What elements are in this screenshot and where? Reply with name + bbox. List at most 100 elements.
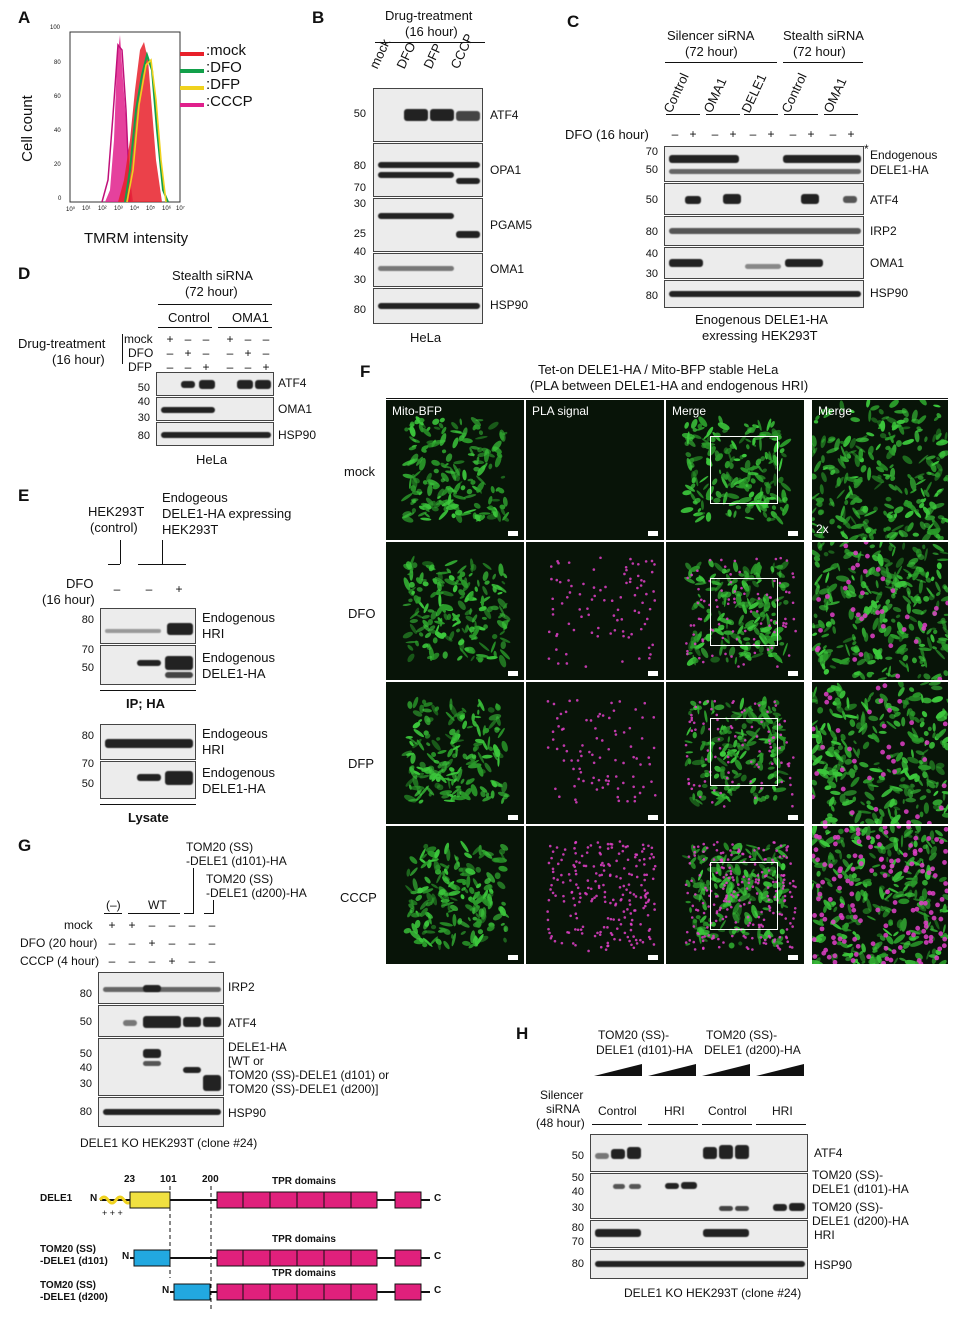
pm-sign: – — [166, 360, 174, 374]
construct-label: -DELE1 (d101)-HA — [186, 854, 287, 868]
group-label: Control — [598, 1104, 637, 1118]
bracket — [100, 804, 196, 805]
header: Stealth siRNA — [172, 268, 253, 283]
pm-sign: + — [175, 582, 183, 596]
y-tick: 0 — [58, 196, 62, 202]
n-term: N — [162, 1285, 170, 1296]
bracket — [386, 398, 948, 399]
pm-sign: + — [148, 936, 156, 950]
bracket — [122, 334, 123, 364]
expr-label: HEK293T — [162, 522, 219, 537]
header: Drug-treatment — [385, 8, 473, 23]
bracket — [706, 114, 740, 115]
bracket — [184, 913, 194, 914]
pm-sign: – — [789, 127, 797, 141]
construct-name: TOM20 (SS) -DELE1 (d200) — [40, 1280, 108, 1303]
mw-marker: 50 — [81, 778, 94, 790]
row-label: OMA1 — [278, 402, 313, 416]
bracket — [783, 62, 863, 63]
bracket — [744, 114, 778, 115]
bracket — [784, 114, 818, 115]
pm-sign: – — [208, 936, 216, 950]
row-label: Endogenous DELE1-HA — [202, 765, 276, 796]
cond-name: DFP — [128, 360, 152, 374]
row-label: HSP90 — [814, 1258, 853, 1272]
c-term: C — [434, 1285, 442, 1296]
mw-marker: 50 — [645, 164, 658, 176]
bracket — [702, 1124, 752, 1125]
footer: DELE1 KO HEK293T (clone #24) — [624, 1286, 802, 1300]
pm-sign: – — [145, 582, 153, 596]
row-label: HSP90 — [228, 1106, 267, 1120]
group-sub: (72 hour) — [685, 44, 738, 59]
blot-hsp90 — [373, 288, 483, 324]
mw-marker: 40 — [645, 248, 658, 260]
y-tick: 60 — [54, 94, 61, 100]
subheader: (72 hour) — [185, 284, 238, 299]
construct-label: TOM20 (SS) — [186, 840, 254, 854]
blot-lys-dele1 — [100, 761, 196, 799]
zoom-region-box — [710, 578, 778, 646]
x-tick: 10⁰ — [66, 207, 76, 213]
construct-name: TOM20 (SS) -DELE1 (d101) — [40, 1244, 108, 1267]
pos-23: 23 — [124, 1174, 136, 1185]
lane-label: OMA1 — [820, 75, 850, 115]
cell-line-label: HeLa — [410, 330, 442, 345]
pm-sign: + — [689, 127, 697, 141]
mw-marker: 30 — [137, 412, 150, 424]
row-label: Endogenous HRI — [202, 610, 276, 641]
blot-ip-dele1 — [100, 645, 196, 685]
charge-label: + + + — [102, 1208, 123, 1218]
mw-marker: 30 — [79, 1078, 92, 1090]
lane-label: DELE1 — [738, 71, 770, 115]
pm-sign: – — [108, 954, 116, 968]
mw-marker: 50 — [79, 1016, 92, 1028]
row-label: ATF4 — [490, 108, 519, 122]
blot-pgam5 — [373, 198, 483, 252]
row-label: HSP90 — [278, 428, 317, 442]
row-label: OPA1 — [490, 163, 522, 177]
y-tick: 100 — [50, 25, 61, 31]
pm-sign: + — [166, 332, 174, 346]
dfo-label: DFO — [66, 576, 94, 591]
scale-bar — [648, 671, 658, 676]
mw-marker: 80 — [81, 730, 94, 742]
mw-marker: 50 — [79, 1048, 92, 1060]
mw-marker: 80 — [353, 304, 366, 316]
scale-bar — [648, 815, 658, 820]
mw-marker: 70 — [645, 146, 658, 158]
blot-oma1 — [373, 253, 483, 287]
y-tick: 40 — [54, 128, 61, 134]
mw-marker: 80 — [645, 290, 658, 302]
y-tick: 20 — [54, 162, 61, 168]
row-label: Endogenous DELE1-HA — [202, 650, 276, 681]
scale-bar — [648, 531, 658, 536]
bracket — [824, 114, 858, 115]
mw-marker: 80 — [571, 1258, 584, 1270]
legend-item: :mock — [206, 42, 247, 59]
ctrl-label: HEK293T — [88, 504, 145, 519]
row-label: CCCP — [340, 890, 377, 905]
mw-marker: 30 — [353, 198, 366, 210]
micrograph-tile — [666, 542, 804, 680]
construct-label: TOM20 (SS)- — [598, 1028, 670, 1042]
y-tick: 80 — [54, 60, 61, 66]
mw-marker: 50 — [353, 108, 366, 120]
bracket — [128, 913, 180, 914]
title: Tet-on DELE1-HA / Mito-BFP stable HeLa — [538, 362, 779, 377]
pm-sign: – — [168, 936, 176, 950]
scale-bar — [788, 815, 798, 820]
x-tick: 10⁶ — [162, 206, 172, 212]
row-label: DFP — [348, 756, 374, 771]
x-tick: 10¹ — [82, 206, 91, 212]
lane-label: DFO — [393, 39, 419, 71]
blot-atf4 — [664, 183, 864, 215]
x-tick: 10² — [98, 206, 107, 212]
mw-marker: 30 — [571, 1202, 584, 1214]
bracket — [375, 42, 485, 43]
pm-sign: – — [244, 332, 252, 346]
bracket — [665, 62, 777, 63]
panel-label-g: G — [18, 836, 32, 855]
micrograph-tile — [666, 682, 804, 824]
row-label: OMA1 — [490, 262, 525, 276]
